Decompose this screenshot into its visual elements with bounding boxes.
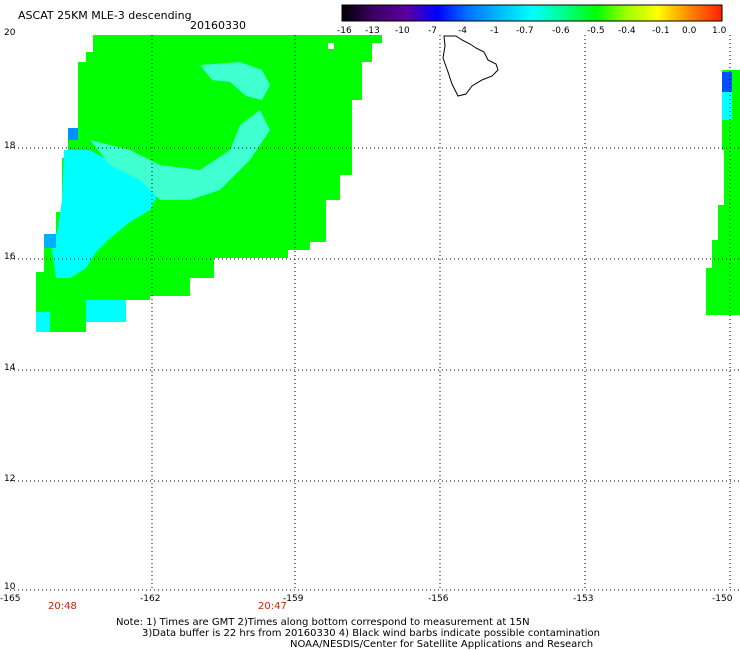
colorbar-tick-5: -1 — [490, 26, 499, 36]
colorbar — [341, 4, 723, 22]
wind-swath-east-cyan — [722, 92, 732, 120]
colorbar-tick-8: -0.5 — [587, 26, 605, 36]
note-line-2: 3)Data buffer is 22 hrs from 20160330 4)… — [142, 628, 600, 639]
wind-swath-white-notch — [328, 43, 334, 49]
colorbar-tick-10: -0.1 — [652, 26, 670, 36]
wind-swath-east — [706, 70, 740, 315]
wind-swath-cyan-north — [200, 62, 270, 100]
colorbar-tick-2: -10 — [395, 26, 410, 36]
map-title: ASCAT 25KM MLE-3 descending — [18, 9, 192, 22]
wind-swath-east-white — [706, 150, 724, 205]
colorbar-tick-11: 0.0 — [682, 26, 697, 36]
lat-label-10: 10 — [4, 582, 16, 592]
colorbar-tick-7: -0.6 — [552, 26, 570, 36]
colorbar-tick-3: -7 — [428, 26, 437, 36]
colorbar-tick-9: -0.4 — [618, 26, 636, 36]
lon-label-165: -165 — [0, 594, 21, 604]
map-grid — [10, 35, 740, 590]
wind-swath-cyan-light — [90, 110, 270, 200]
colorbar-tick-1: -13 — [365, 26, 380, 36]
wind-swath-cyan-south — [86, 300, 126, 322]
colorbar-tick-12: 1.0 — [712, 26, 727, 36]
lon-label-156: -156 — [428, 594, 449, 604]
lat-label-12: 12 — [4, 474, 16, 484]
lon-label-150: -150 — [712, 594, 733, 604]
colorbar-tick-6: -0.7 — [516, 26, 534, 36]
lon-label-153: -153 — [573, 594, 594, 604]
wind-swath-east-blue — [722, 72, 732, 92]
note-line-3: NOAA/NESDIS/Center for Satellite Applica… — [290, 639, 594, 650]
lat-label-20: 20 — [4, 28, 16, 38]
lat-label-18: 18 — [4, 141, 16, 151]
colorbar-tick-0: -16 — [337, 26, 352, 36]
lat-label-16: 16 — [4, 252, 16, 262]
wind-swath-blue-edge2 — [44, 234, 56, 248]
map-date: 20160330 — [190, 19, 246, 32]
time-label-2: 20:47 — [258, 601, 287, 612]
lon-label-162: -162 — [140, 594, 161, 604]
lat-label-14: 14 — [4, 363, 16, 373]
wind-swath-cyan-west — [52, 150, 160, 278]
wind-swath-blue-edge — [68, 128, 78, 140]
colorbar-tick-4: -4 — [458, 26, 467, 36]
wind-swath-cyan-sw — [36, 312, 50, 332]
time-label-1: 20:48 — [48, 601, 77, 612]
note-line-1: Note: 1) Times are GMT 2)Times along bot… — [116, 617, 530, 628]
lon-label-159: -159 — [283, 594, 304, 604]
hawaii-coastline — [442, 35, 499, 97]
